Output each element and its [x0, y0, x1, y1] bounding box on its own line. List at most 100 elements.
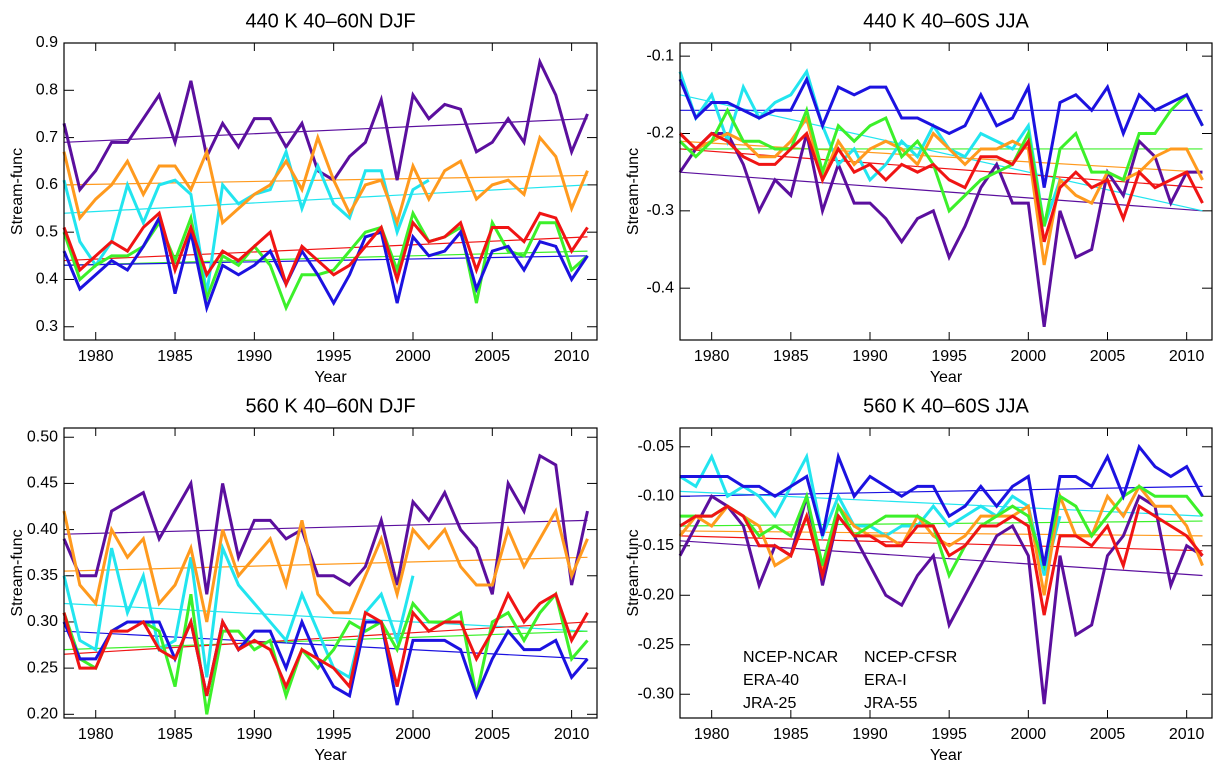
x-tick-label: 1995	[316, 726, 352, 743]
series-line	[62, 57, 589, 193]
series-line	[679, 503, 1204, 616]
series-line	[680, 484, 1204, 580]
x-tick-label: 2000	[395, 726, 431, 743]
y-tick-label: -0.1	[646, 47, 674, 64]
y-tick-label: 0.35	[27, 567, 58, 584]
trend-line	[63, 519, 588, 535]
x-tick-label: 2010	[1169, 348, 1205, 365]
x-tick-label: 2005	[1090, 726, 1126, 743]
legend-entry: JRA-55	[864, 695, 917, 712]
x-tick-label: 2000	[1011, 726, 1047, 743]
y-tick-label: 0.6	[36, 176, 58, 193]
x-axis-label: Year	[930, 747, 963, 764]
legend-entry: JRA-25	[743, 695, 796, 712]
y-tick-label: 0.9	[36, 34, 58, 51]
x-tick-label: 2010	[554, 348, 590, 365]
series-line	[62, 453, 589, 595]
x-tick-label: 1995	[316, 348, 352, 365]
series-line	[678, 68, 1062, 227]
x-tick-label: 1985	[157, 348, 193, 365]
y-axis-label: Stream-func	[625, 529, 642, 616]
y-tick-label: -0.2	[646, 125, 674, 142]
series-line	[62, 617, 589, 706]
series-line	[62, 590, 589, 697]
x-tick-label: 1995	[931, 348, 967, 365]
y-tick-label: 0.25	[27, 659, 58, 676]
x-tick-label: 1980	[78, 348, 114, 365]
y-tick-label: 0.45	[27, 475, 58, 492]
plot-frame	[63, 427, 598, 719]
y-axis-label: Stream-func	[625, 148, 642, 235]
y-tick-label: -0.15	[638, 537, 675, 554]
series-line	[62, 213, 589, 314]
trend-line	[679, 485, 1203, 497]
trend-line	[63, 250, 588, 266]
trend-line	[679, 520, 1203, 527]
y-tick-label: 0.20	[27, 706, 58, 723]
chart-title: 440 K 40–60N DJF	[245, 10, 415, 32]
y-tick-label: 0.5	[36, 223, 58, 240]
series-line	[62, 132, 589, 228]
x-tick-label: 2005	[1090, 348, 1126, 365]
y-tick-label: -0.05	[638, 438, 675, 455]
legend-entry: ERA-40	[743, 672, 799, 689]
y-tick-label: 0.30	[27, 613, 58, 630]
series-line	[678, 75, 1204, 188]
x-axis-label: Year	[314, 369, 347, 386]
x-tick-label: 1980	[694, 348, 730, 365]
series-line	[62, 210, 589, 289]
series-line	[62, 147, 430, 294]
y-tick-label: -0.10	[638, 488, 675, 505]
plot-frame	[63, 42, 598, 341]
y-tick-label: -0.20	[638, 586, 675, 603]
trend-line	[63, 630, 588, 651]
legend-entry: ERA-I	[864, 672, 907, 689]
x-tick-label: 1985	[773, 726, 809, 743]
x-tick-label: 2000	[1011, 348, 1047, 365]
x-tick-label: 1985	[773, 348, 809, 365]
legend-entry: NCEP-NCAR	[743, 649, 838, 666]
series-line	[680, 443, 1204, 566]
x-tick-label: 2010	[1169, 726, 1205, 743]
x-tick-label: 2000	[395, 348, 431, 365]
x-tick-label: 2005	[475, 348, 511, 365]
series-line	[62, 591, 589, 715]
plot-frame	[679, 42, 1213, 341]
x-tick-label: 1980	[694, 726, 730, 743]
y-axis-label: Stream-func	[9, 529, 26, 616]
chart-title: 440 K 40–60S JJA	[863, 10, 1029, 32]
x-tick-label: 2010	[554, 726, 590, 743]
series-line	[678, 130, 1204, 243]
y-axis-label: Stream-func	[9, 148, 26, 235]
x-axis-label: Year	[930, 369, 963, 386]
y-tick-label: -0.25	[638, 636, 675, 653]
trend-line	[63, 118, 588, 143]
x-axis-label: Year	[314, 747, 347, 764]
y-tick-label: -0.4	[646, 279, 674, 296]
trend-line	[63, 184, 588, 214]
trend-line	[63, 556, 588, 572]
y-tick-label: 0.50	[27, 428, 58, 445]
x-tick-label: 1990	[852, 348, 888, 365]
chart-title: 560 K 40–60S JJA	[863, 395, 1029, 417]
series-line	[678, 92, 1204, 227]
trend-line	[63, 621, 588, 655]
x-tick-label: 1980	[78, 726, 114, 743]
y-tick-label: 0.3	[36, 318, 58, 335]
trend-line	[63, 630, 588, 660]
y-tick-label: 0.7	[36, 129, 58, 146]
y-tick-label: -0.30	[638, 685, 675, 702]
x-tick-label: 1985	[157, 726, 193, 743]
chart-title: 560 K 40–60N DJF	[245, 395, 415, 417]
y-tick-label: -0.3	[646, 202, 674, 219]
trend-line	[63, 255, 588, 266]
trend-line	[63, 174, 588, 186]
x-tick-label: 1995	[931, 726, 967, 743]
series-line	[62, 507, 589, 623]
trend-line	[63, 236, 588, 262]
plot-frame	[679, 427, 1213, 719]
legend-entry: NCEP-CFSR	[864, 649, 957, 666]
x-tick-label: 1990	[237, 726, 273, 743]
x-tick-label: 1990	[852, 726, 888, 743]
